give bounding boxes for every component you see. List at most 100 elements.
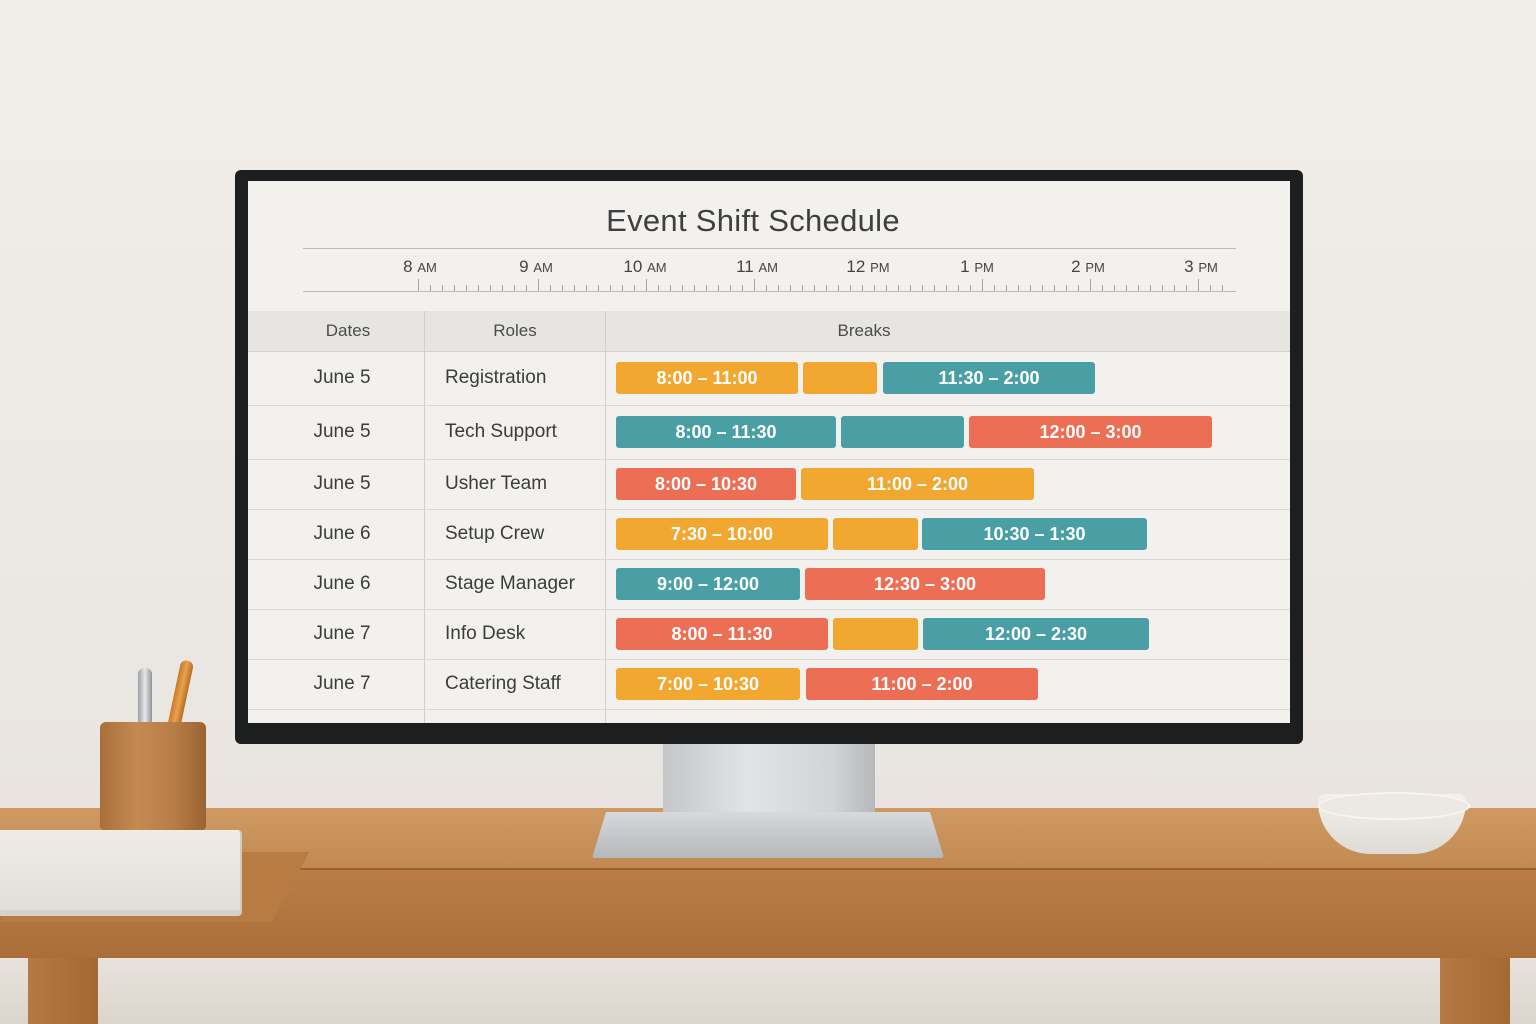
timeline-hour-label: 3 PM [1184,257,1218,277]
timeline-tick [610,285,611,291]
timeline-tick [730,285,731,291]
timeline-tick [466,285,467,291]
shift-bar[interactable]: 7:00 – 10:30 [616,668,800,700]
timeline-tick [970,285,971,291]
row-role: Usher Team [445,473,548,494]
timeline-tick [502,285,503,291]
schedule-row: June 5 Tech Support 8:00 – 11:30 12:00 – 3:… [248,405,1290,460]
timeline-tick [706,285,707,291]
shift-bar[interactable]: 12:00 – 3:00 [969,416,1212,448]
row-role: Info Desk [445,623,526,644]
desk-leg [28,958,98,1024]
desk-leg [1440,958,1510,1024]
shift-bar[interactable]: 9:00 – 12:00 [616,568,800,600]
row-role: Setup Crew [445,523,545,544]
timeline-tick [1174,285,1175,291]
timeline-hour: 10 [623,257,648,276]
break-bar[interactable] [803,362,877,394]
timeline-hour-label: 10 AM [623,257,666,277]
timeline-hour-label: 11 AM [736,257,778,277]
timeline-tick [754,279,755,291]
column-divider [424,311,425,723]
timeline-tick [682,285,683,291]
timeline-tick [934,285,935,291]
timeline-tick [418,279,419,291]
timeline-tick [1030,285,1031,291]
schedule-row: June 5 Usher Team 8:00 – 10:30 11:00 – 2:00 [248,459,1290,510]
timeline-tick [658,285,659,291]
timeline-tick [526,285,527,291]
schedule-row: June 7 Info Desk 8:00 – 11:30 12:00 – 2:30 [248,609,1290,660]
row-date: June 7 [313,623,371,644]
timeline-tick [586,285,587,291]
schedule-row: June 6 Setup Crew 7:30 – 10:00 10:30 – 1:30 [248,509,1290,560]
timeline-tick [814,285,815,291]
timeline-tick [478,285,479,291]
timeline-tick [574,285,575,291]
timeline-tick [766,285,767,291]
timeline-hour-label: 12 PM [846,257,889,277]
timeline-unit: PM [1198,260,1218,275]
row-date: June 6 [313,523,371,544]
break-bar[interactable] [833,618,918,650]
shift-bar[interactable]: 11:30 – 2:00 [883,362,1095,394]
timeline-tick [622,285,623,291]
timeline-tick [1126,285,1127,291]
timeline-tick [442,285,443,291]
timeline-tick [802,285,803,291]
timeline-tick [1054,285,1055,291]
timeline-tick [850,285,851,291]
timeline-tick [778,285,779,291]
notebook [0,830,242,916]
timeline-tick [646,279,647,291]
break-bar[interactable] [833,518,918,550]
timeline-tick [598,285,599,291]
timeline-tick [1186,285,1187,291]
row-date: June 7 [313,673,371,694]
column-header-dates: Dates [325,321,371,340]
timeline-hour-label: 9 AM [519,257,553,277]
timeline-tick [718,285,719,291]
timeline-tick [1222,285,1223,291]
break-bar[interactable] [841,416,964,448]
schedule-row: June 6 Stage Manager 9:00 – 12:00 12:30 – 3… [248,559,1290,610]
timeline-tick [1162,285,1163,291]
shift-bar[interactable]: 8:00 – 11:00 [616,362,798,394]
shift-bar[interactable]: 12:30 – 3:00 [805,568,1045,600]
timeline-tick [694,285,695,291]
row-date: June 5 [313,421,371,442]
timeline-tick [1210,285,1211,291]
timeline-unit: AM [533,260,553,275]
timeline-tick [670,285,671,291]
shift-bar[interactable]: 11:00 – 2:00 [801,468,1034,500]
timeline-tick [1006,285,1007,291]
shift-bar[interactable]: 8:00 – 11:30 [616,416,836,448]
shift-bar[interactable]: 10:30 – 1:30 [922,518,1147,550]
timeline-tick [562,285,563,291]
timeline-tick [550,285,551,291]
timeline-tick [862,285,863,291]
timeline-hour: 9 [519,257,534,276]
timeline-tick [826,285,827,291]
row-role: Stage Manager [445,573,575,594]
timeline-tick [1138,285,1139,291]
shift-bar[interactable]: 8:00 – 11:30 [616,618,828,650]
shift-bar[interactable]: 8:00 – 10:30 [616,468,796,500]
timeline-tick [538,279,539,291]
timeline-tick [454,285,455,291]
timeline-hour: 1 [960,257,975,276]
bowl-rim [1318,792,1470,820]
row-date: June 5 [313,473,371,494]
shift-bar[interactable]: 11:00 – 2:00 [806,668,1038,700]
timeline-unit: AM [647,260,667,275]
timeline-tick [430,285,431,291]
timeline-tick [742,285,743,291]
column-divider [605,311,606,723]
column-header-breaks: Breaks [837,321,891,340]
timeline-tick [1018,285,1019,291]
timeline-tick [874,285,875,291]
timeline-tick [1078,285,1079,291]
shift-bar[interactable]: 7:30 – 10:00 [616,518,828,550]
page-title: Event Shift Schedule [606,203,900,238]
shift-bar[interactable]: 12:00 – 2:30 [923,618,1149,650]
